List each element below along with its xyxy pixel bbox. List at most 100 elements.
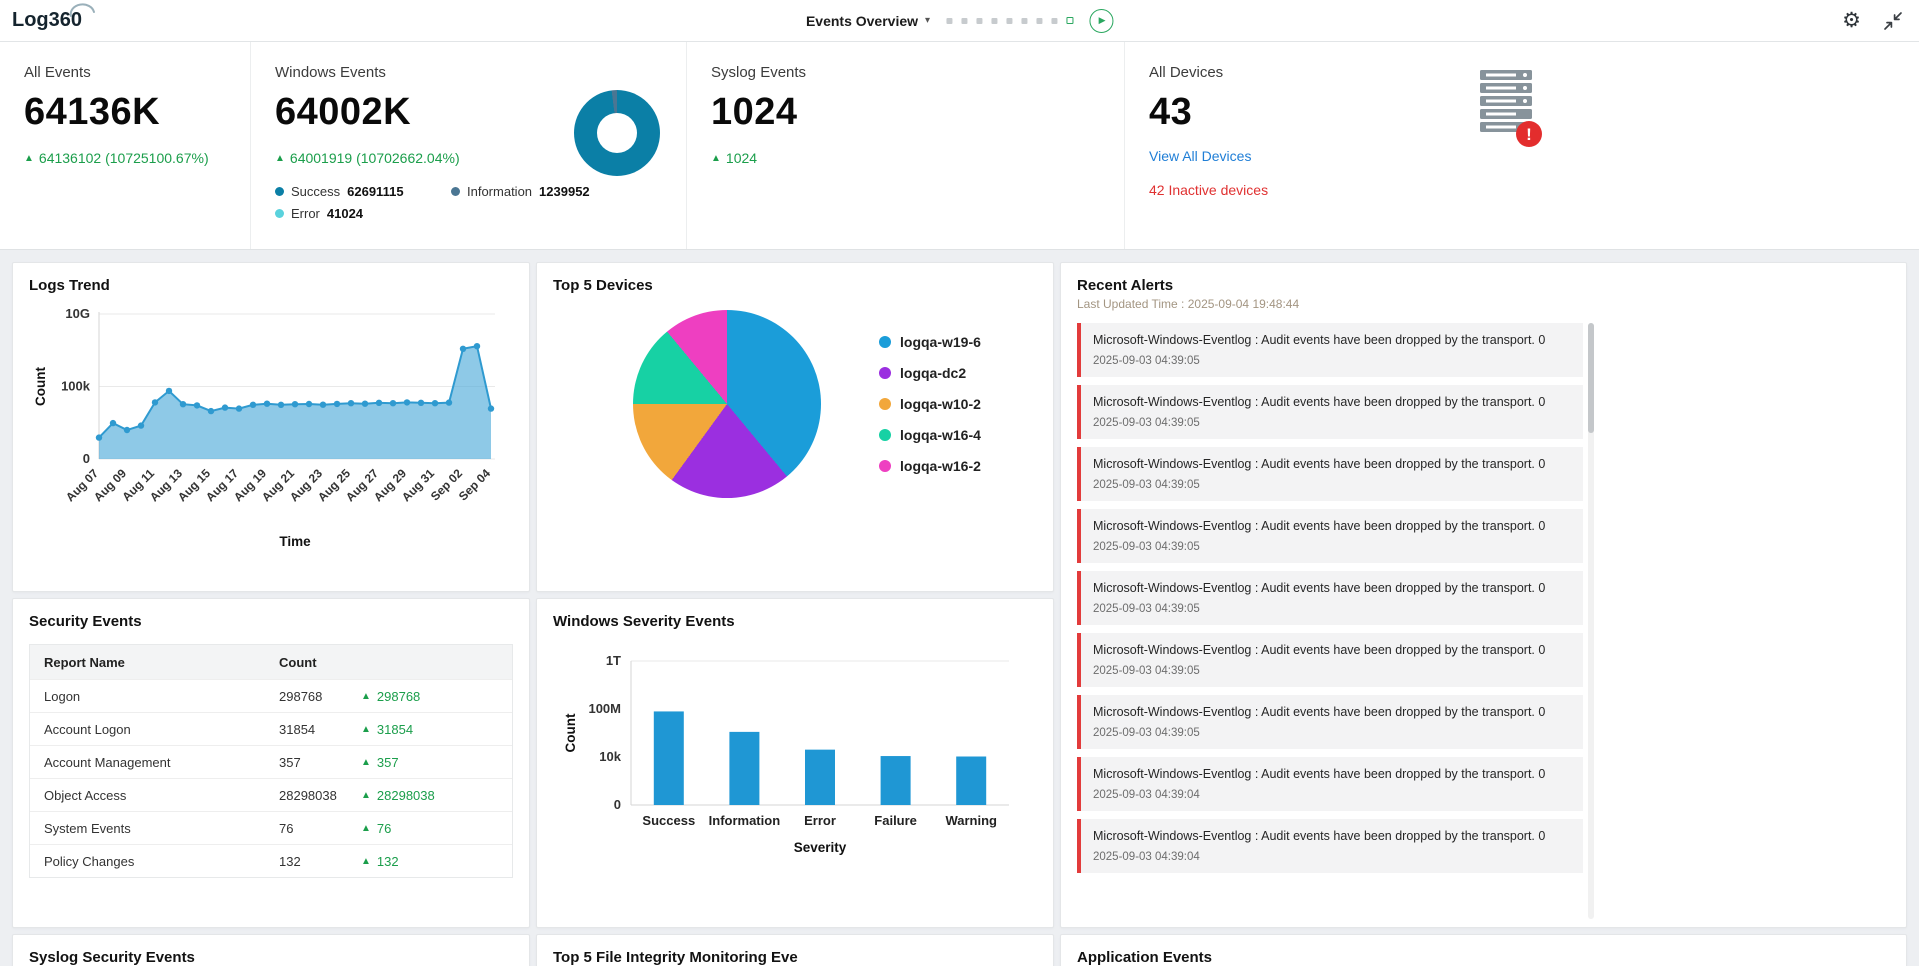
settings-gear-icon[interactable]: ⚙ bbox=[1842, 10, 1861, 31]
delta-value: 298768 bbox=[376, 688, 421, 704]
view-all-devices-link[interactable]: View All Devices bbox=[1149, 148, 1252, 164]
delta-cell: ▲ 357 bbox=[361, 755, 512, 770]
alerts-scrollbar[interactable] bbox=[1588, 323, 1594, 919]
alert-item[interactable]: Microsoft-Windows-Eventlog : Audit event… bbox=[1077, 695, 1583, 749]
report-name-cell[interactable]: Account Management bbox=[44, 754, 171, 770]
logo-swoosh-icon bbox=[69, 3, 96, 17]
pagination-dot-active[interactable] bbox=[1066, 17, 1074, 24]
alerts-list: Microsoft-Windows-Eventlog : Audit event… bbox=[1077, 323, 1583, 919]
windows-severity-bar-chart[interactable]: 0 10k 100M 1T Success Information Error Failure… bbox=[553, 630, 1031, 892]
alert-time: 2025-09-03 04:39:05 bbox=[1093, 603, 1200, 615]
windows-events-donut-chart[interactable] bbox=[574, 90, 660, 176]
alert-item[interactable]: Microsoft-Windows-Eventlog : Audit event… bbox=[1077, 571, 1583, 625]
svg-text:Severity: Severity bbox=[794, 840, 847, 855]
card-title: Windows Severity Events bbox=[553, 613, 735, 630]
count-cell: 31854 bbox=[279, 721, 316, 737]
report-name-cell[interactable]: Account Logon bbox=[44, 721, 131, 737]
pagination-dot[interactable] bbox=[976, 17, 983, 24]
pie-legend-item[interactable]: logqa-w10-2 bbox=[879, 396, 981, 412]
svg-text:Error: Error bbox=[804, 813, 836, 828]
kpi-value: 64002K bbox=[275, 91, 412, 133]
pagination-dot[interactable] bbox=[1021, 17, 1028, 24]
pagination-dot[interactable] bbox=[1051, 17, 1058, 24]
alert-item[interactable]: Microsoft-Windows-Eventlog : Audit event… bbox=[1077, 385, 1583, 439]
svg-text:0: 0 bbox=[83, 451, 90, 466]
table-row[interactable]: Account Logon 31854 ▲ 31854 bbox=[30, 712, 512, 745]
kpi-all-devices[interactable]: All Devices 43 View All Devices 42 Inact… bbox=[1124, 42, 1919, 249]
table-row[interactable]: Policy Changes 132 ▲ 132 bbox=[30, 844, 512, 877]
delta-cell: ▲ 28298038 bbox=[361, 788, 512, 803]
kpi-legend-item[interactable]: Error 41024 bbox=[275, 206, 433, 221]
pie-legend-item[interactable]: logqa-dc2 bbox=[879, 365, 981, 381]
report-name-cell[interactable]: Policy Changes bbox=[44, 853, 135, 869]
security-events-card: Security Events Report Name Count Logon 298… bbox=[12, 598, 530, 928]
pie-legend-item[interactable]: logqa-w16-2 bbox=[879, 458, 981, 474]
collapse-fullscreen-icon[interactable] bbox=[1883, 11, 1903, 31]
dashboard-controls: Events Overview ▾ ▶ bbox=[806, 8, 1114, 33]
legend-name: logqa-dc2 bbox=[900, 365, 967, 381]
pie-legend-item[interactable]: logqa-w16-4 bbox=[879, 427, 981, 443]
table-row[interactable]: System Events 76 ▲ 76 bbox=[30, 811, 512, 844]
scrollbar-thumb[interactable] bbox=[1588, 323, 1594, 433]
alert-item[interactable]: Microsoft-Windows-Eventlog : Audit event… bbox=[1077, 757, 1583, 811]
kpi-label: Syslog Events bbox=[711, 64, 807, 81]
svg-text:0: 0 bbox=[614, 797, 621, 812]
delta-cell: ▲ 132 bbox=[361, 854, 512, 869]
dashboard-title: Events Overview bbox=[805, 12, 919, 29]
logs-trend-card: Logs Trend 0 100k 10G Aug 07 Aug 09 Aug 11 Aug… bbox=[12, 262, 530, 592]
svg-text:10k: 10k bbox=[599, 749, 621, 764]
top-devices-card: Top 5 Devices logqa-w19-6 logqa-dc2 logqa-… bbox=[536, 262, 1054, 592]
report-name-cell[interactable]: Object Access bbox=[44, 787, 127, 803]
pie-legend-item[interactable]: logqa-w19-6 bbox=[879, 334, 981, 350]
pagination-dot[interactable] bbox=[1036, 17, 1043, 24]
legend-dot-icon bbox=[275, 187, 284, 196]
kpi-value: 1024 bbox=[711, 91, 798, 133]
alert-time: 2025-09-03 04:39:04 bbox=[1093, 851, 1200, 863]
kpi-legend-item[interactable]: Information 1239952 bbox=[451, 184, 686, 199]
legend-dot-icon bbox=[879, 429, 891, 441]
table-row[interactable]: Logon 298768 ▲ 298768 bbox=[30, 679, 512, 712]
legend-name: Success bbox=[291, 184, 341, 199]
play-slideshow-button[interactable]: ▶ bbox=[1089, 8, 1114, 33]
dashboard-selector[interactable]: Events Overview ▾ bbox=[806, 13, 930, 29]
dashboard-grid: Logs Trend 0 100k 10G Aug 07 Aug 09 Aug 11 Aug… bbox=[0, 250, 1919, 966]
card-title: Logs Trend bbox=[29, 277, 110, 294]
alert-message: Microsoft-Windows-Eventlog : Audit event… bbox=[1093, 581, 1546, 595]
kpi-syslog-events[interactable]: Syslog Events 1024 ▲ 1024 bbox=[686, 42, 1124, 249]
delta-value: 31854 bbox=[376, 721, 414, 737]
legend-dot-icon bbox=[879, 460, 891, 472]
alert-item[interactable]: Microsoft-Windows-Eventlog : Audit event… bbox=[1077, 447, 1583, 501]
application-events-card: Application Events bbox=[1060, 934, 1907, 966]
kpi-legend-item[interactable]: Success 62691115 bbox=[275, 184, 433, 199]
kpi-windows-events[interactable]: Windows Events 64002K ▲ 64001919 (107026… bbox=[250, 42, 686, 249]
delta-cell: ▲ 76 bbox=[361, 821, 512, 836]
delta-value: 76 bbox=[376, 820, 392, 836]
report-name-cell[interactable]: System Events bbox=[44, 820, 131, 836]
server-rack-icon: ! bbox=[1470, 68, 1546, 155]
table-row[interactable]: Object Access 28298038 ▲ 28298038 bbox=[30, 778, 512, 811]
alert-time: 2025-09-03 04:39:05 bbox=[1093, 727, 1200, 739]
delta-cell: ▲ 31854 bbox=[361, 722, 512, 737]
svg-text:Sep 04: Sep 04 bbox=[456, 466, 493, 503]
pagination-dot[interactable] bbox=[961, 17, 968, 24]
count-cell: 132 bbox=[279, 853, 301, 869]
alert-item[interactable]: Microsoft-Windows-Eventlog : Audit event… bbox=[1077, 509, 1583, 563]
pagination-dot[interactable] bbox=[946, 17, 953, 24]
alert-item[interactable]: Microsoft-Windows-Eventlog : Audit event… bbox=[1077, 819, 1583, 873]
kpi-all-events[interactable]: All Events 64136K ▲ 64136102 (10725100.6… bbox=[0, 42, 250, 249]
alert-item[interactable]: Microsoft-Windows-Eventlog : Audit event… bbox=[1077, 323, 1583, 377]
inactive-devices-link[interactable]: 42 Inactive devices bbox=[1149, 182, 1269, 198]
alert-item[interactable]: Microsoft-Windows-Eventlog : Audit event… bbox=[1077, 633, 1583, 687]
up-arrow-icon: ▲ bbox=[24, 152, 34, 164]
pagination-dot[interactable] bbox=[991, 17, 998, 24]
kpi-label: All Events bbox=[24, 64, 91, 81]
alert-message: Microsoft-Windows-Eventlog : Audit event… bbox=[1093, 457, 1546, 471]
app-logo[interactable]: Log360 bbox=[12, 3, 96, 32]
top-devices-pie-chart[interactable] bbox=[633, 310, 821, 498]
legend-name: Information bbox=[467, 184, 533, 199]
pagination-dot[interactable] bbox=[1006, 17, 1013, 24]
table-row[interactable]: Account Management 357 ▲ 357 bbox=[30, 745, 512, 778]
report-name-cell[interactable]: Logon bbox=[44, 688, 81, 704]
count-cell: 28298038 bbox=[279, 787, 337, 803]
